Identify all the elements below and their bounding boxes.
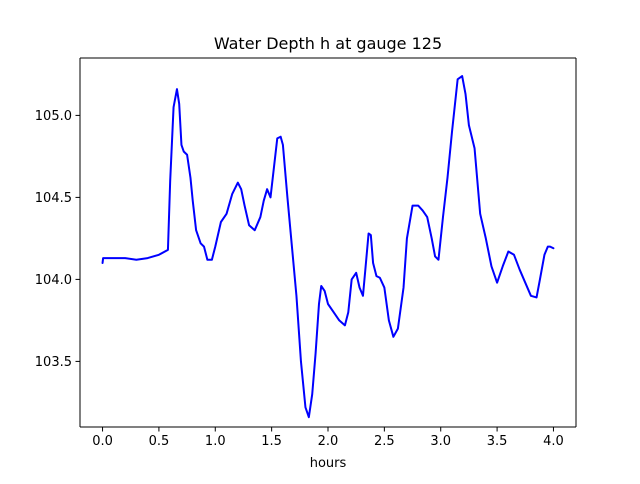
x-tick-label: 3.5 <box>487 434 508 449</box>
x-axis-label: hours <box>310 456 347 471</box>
x-tick-label: 0.0 <box>92 434 113 449</box>
x-tick-label: 4.0 <box>543 434 564 449</box>
chart-title: Water Depth h at gauge 125 <box>214 34 442 53</box>
x-tick-label: 1.0 <box>205 434 226 449</box>
y-tick-label: 104.0 <box>35 273 72 288</box>
x-tick-label: 2.5 <box>374 434 395 449</box>
y-tick-label: 104.5 <box>35 191 72 206</box>
series-line-0 <box>101 75 555 419</box>
x-tick-label: 2.0 <box>318 434 339 449</box>
y-tick-label: 103.5 <box>35 355 72 370</box>
x-tick-label: 3.0 <box>430 434 451 449</box>
plot-area: 0.0 0.5 1.0 1.5 2.0 2.5 3.0 3.5 4.0 103.5 104.0 104… <box>35 57 577 449</box>
x-tick-label: 1.5 <box>261 434 282 449</box>
x-tick-label: 0.5 <box>149 434 170 449</box>
y-tick-label: 105.0 <box>35 109 72 124</box>
